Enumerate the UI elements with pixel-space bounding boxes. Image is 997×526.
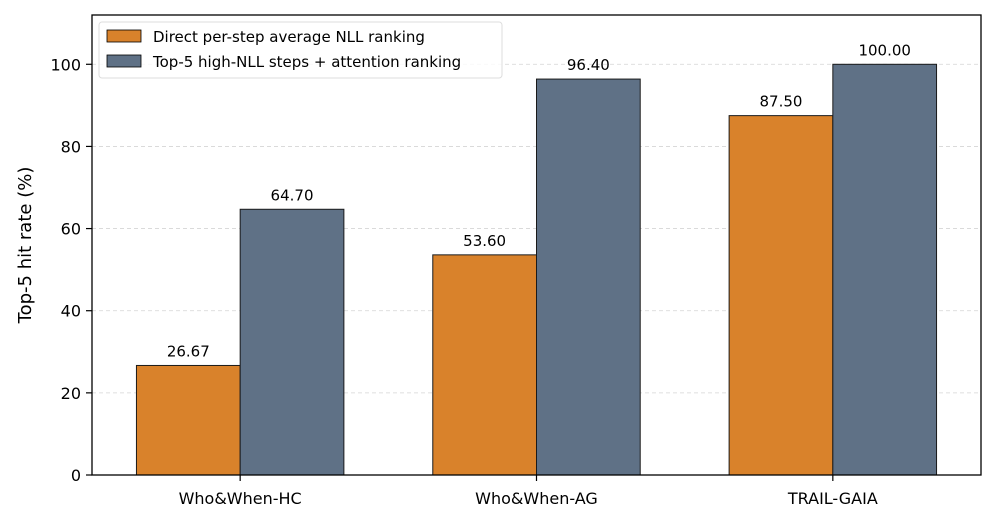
bar-attention-2 [832,63,938,476]
x-tick-label: Who&When-AG [475,489,598,508]
bar-attention-0 [239,208,345,476]
y-tick-label: 20 [61,384,81,403]
bars [135,63,938,476]
data-label: 100.00 [858,41,911,59]
legend: Direct per-step average NLL ranking Top-… [98,21,503,79]
y-tick-label: 80 [61,137,81,156]
y-tick-label: 100 [50,55,81,74]
bar-direct-nll-0 [135,364,241,476]
legend-box [98,21,503,79]
x-tick-label: TRAIL-GAIA [787,489,878,508]
legend-label-series-0: Direct per-step average NLL ranking [153,28,425,46]
bar-attention-1 [536,78,641,476]
data-label: 87.50 [759,93,802,111]
data-label: 64.70 [271,186,314,204]
axes: 0 20 40 60 80 100 Who&When-HC Who&When-AG TRAIL-… [50,55,877,508]
data-labels: 26.67 64.70 53.60 96.40 87.50 100.00 [167,41,911,360]
y-tick-label: 60 [61,220,81,239]
x-tick-label: Who&When-HC [179,489,302,508]
bar-direct-nll-1 [432,254,537,476]
legend-swatch-series-1 [106,54,142,68]
data-label: 96.40 [567,56,610,74]
y-tick-label: 0 [71,466,81,485]
data-label: 26.67 [167,342,210,360]
y-tick-label: 40 [61,302,81,321]
legend-swatch-series-0 [106,29,142,43]
data-label: 53.60 [463,232,506,250]
legend-label-series-1: Top-5 high-NLL steps + attention ranking [152,53,461,71]
bar-direct-nll-2 [728,115,834,476]
y-axis-label: Top-5 hit rate (%) [15,167,36,325]
